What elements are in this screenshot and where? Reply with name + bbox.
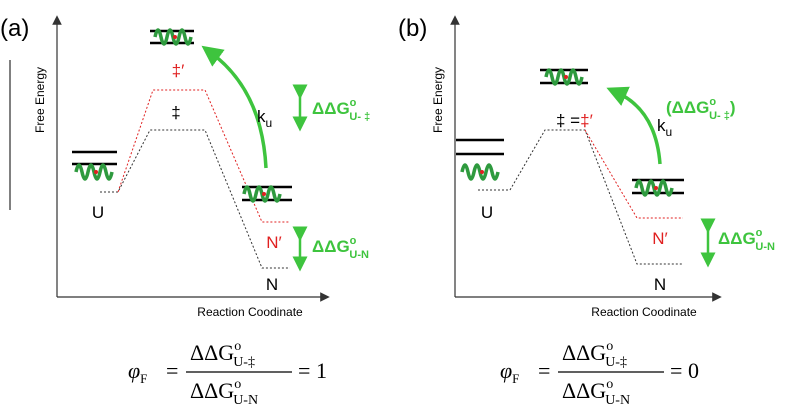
eq-lhs: φF [128, 358, 147, 386]
state-label: ‡′ [172, 61, 185, 80]
num-sup: o [606, 339, 613, 354]
mutant-profile [585, 130, 683, 218]
state-label: U [92, 203, 104, 222]
rate: ku [657, 116, 672, 139]
phi: φ [500, 358, 512, 383]
ddg-sub: U-N [349, 249, 369, 261]
eq-sign: = [538, 358, 550, 383]
protein-unfolded [76, 165, 112, 179]
state-label: ‡ =‡′ [556, 111, 593, 130]
phi: φ [128, 358, 140, 383]
rate-sub: u [666, 125, 673, 139]
panel-b: (b) Free Energy Reaction Coodinate U ‡ =… [398, 15, 775, 405]
ts-mut: ‡′ [580, 111, 593, 130]
eq-sign: = [670, 358, 682, 383]
den-sub: U-N [605, 393, 630, 405]
ddg-ts: ΔΔGo U- ‡ [312, 97, 370, 123]
eq-lhs: φF [500, 358, 519, 386]
num-symbol: ΔΔG [190, 340, 234, 365]
panel-label: (b) [398, 15, 427, 42]
ddg-sup: o [756, 227, 763, 239]
state-label: N′ [266, 233, 281, 252]
x-axis-label: Reaction Coodinate [591, 305, 697, 319]
phi-sub: F [140, 371, 147, 386]
state-label: N [654, 275, 666, 294]
ts: ‡ = [556, 111, 580, 130]
den-sub: U-N [233, 393, 258, 405]
rate-sub: u [266, 116, 273, 130]
den-sup: o [234, 377, 241, 392]
ddg-sup: o [709, 96, 716, 108]
ddg-symbol: ΔΔG [718, 229, 756, 248]
ddg-symbol: ΔΔG [672, 98, 710, 117]
figure: (a) Free Energy Reaction Coodinate U ‡ ‡… [0, 0, 788, 405]
paren: ) [730, 98, 736, 117]
ddg-sub: U- ‡ [709, 110, 730, 122]
state-label: N′ [652, 229, 667, 248]
panel-a: (a) Free Energy Reaction Coodinate U ‡ ‡… [0, 15, 370, 405]
ddg-sup: o [350, 97, 357, 109]
den-sup: o [606, 377, 613, 392]
ddg-sup: o [350, 235, 357, 247]
eq-result: 1 [316, 358, 327, 383]
ddg-sub: U-N [755, 241, 775, 253]
ddg-n: ΔΔGo U-N [718, 227, 775, 253]
num-symbol: ΔΔG [562, 340, 606, 365]
ddg-symbol: ΔΔG [312, 99, 350, 118]
protein-unfolded [462, 165, 498, 179]
eq-sign: = [166, 358, 178, 383]
folding-arrow [616, 92, 660, 164]
num-sup: o [234, 339, 241, 354]
num-sub: U-‡ [233, 355, 255, 370]
den-symbol: ΔΔG [562, 378, 606, 403]
ddg-symbol: ΔΔG [312, 237, 350, 256]
state-label: U [481, 203, 493, 222]
state-label: N [266, 275, 278, 294]
eq-result: 0 [688, 358, 699, 383]
state-label: ‡ [171, 103, 180, 122]
num-sub: U-‡ [605, 355, 627, 370]
eq-sign: = [298, 358, 310, 383]
x-axis-label: Reaction Coodinate [197, 305, 303, 319]
ddg-sub: U- ‡ [349, 111, 370, 123]
phi-sub: F [512, 371, 519, 386]
ddg-n: ΔΔGo U-N [312, 235, 369, 261]
den-symbol: ΔΔG [190, 378, 234, 403]
y-axis-label: Free Energy [33, 67, 47, 133]
y-axis-label: Free Energy [431, 67, 445, 133]
panel-label: (a) [0, 15, 29, 42]
